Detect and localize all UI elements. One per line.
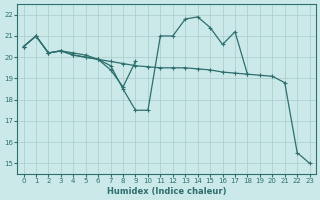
X-axis label: Humidex (Indice chaleur): Humidex (Indice chaleur) [107,187,226,196]
